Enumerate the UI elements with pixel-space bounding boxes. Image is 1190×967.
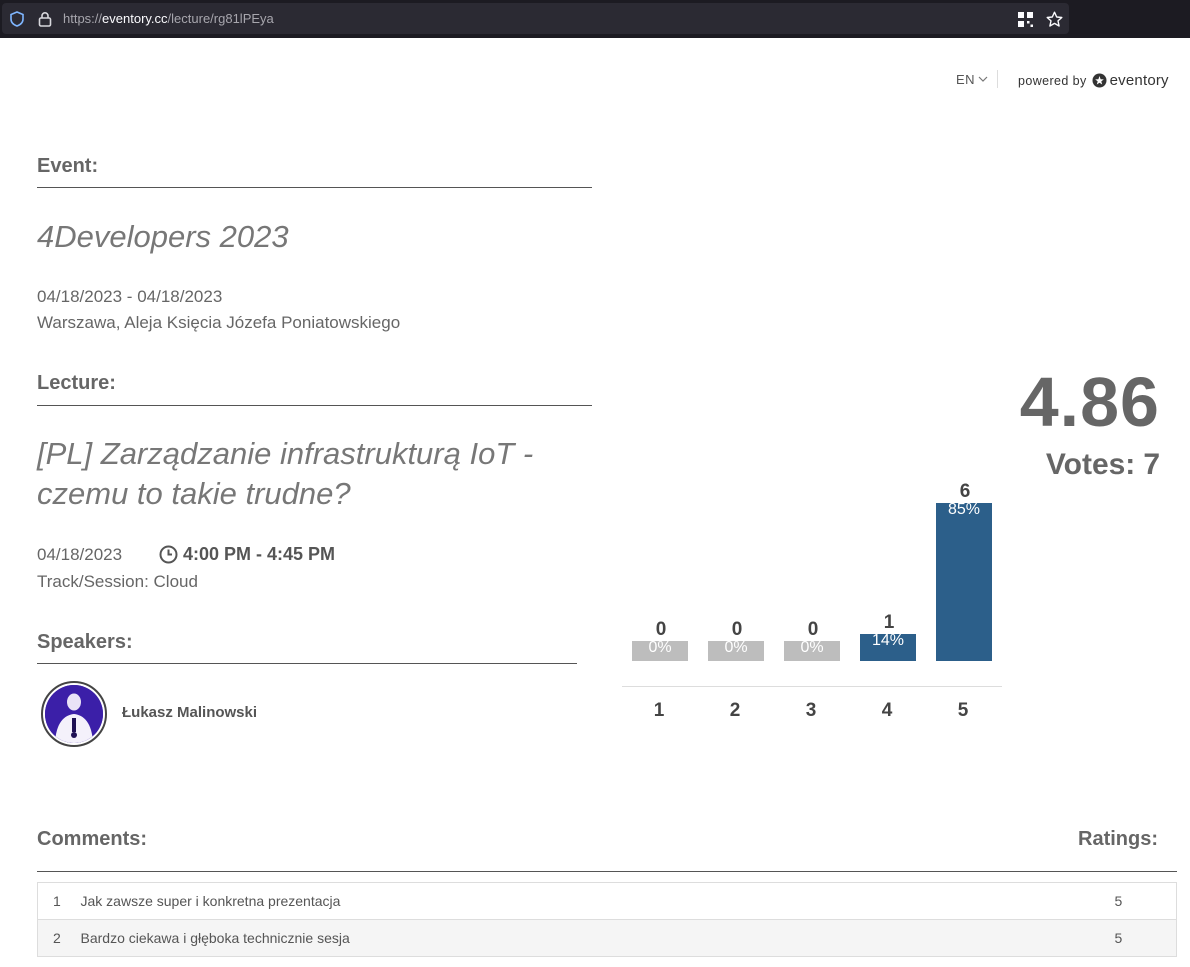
chart-bar — [708, 641, 764, 661]
table-row: 2 Bardzo ciekawa i głęboka technicznie s… — [37, 919, 1177, 957]
chart-bar-percent: 0% — [800, 639, 824, 656]
lock-icon[interactable] — [38, 11, 52, 27]
event-dates: 04/18/2023 - 04/18/2023 — [37, 287, 223, 306]
lecture-time: 4:00 PM - 4:45 PM — [159, 544, 335, 565]
chart-bar-percent: 0% — [648, 639, 672, 656]
comment-number: 1 — [37, 882, 81, 920]
lecture-date: 04/18/2023 — [37, 545, 123, 564]
event-heading: Event: — [37, 155, 99, 177]
eventory-logo-icon — [1092, 73, 1107, 88]
chevron-down-icon — [978, 76, 988, 82]
lecture-heading: Lecture: — [37, 372, 116, 394]
chart-bar-percent: 14% — [871, 632, 905, 649]
chart-bar-count: 6 — [959, 481, 971, 502]
chart-bar-count: 0 — [807, 619, 819, 640]
speaker-avatar[interactable] — [41, 681, 107, 747]
table-row: 1 Jak zawsze super i konkretna prezentac… — [37, 882, 1177, 920]
powered-by-text: powered by — [1018, 73, 1087, 88]
comment-text: Jak zawsze super i konkretna prezentacja — [80, 882, 1115, 920]
language-label: EN — [956, 72, 976, 87]
comment-text: Bardzo ciekawa i głęboka technicznie ses… — [80, 919, 1115, 957]
lecture-time-text: 4:00 PM - 4:45 PM — [183, 544, 336, 564]
eventory-brand: eventory — [1109, 72, 1169, 89]
votes-value: 7 — [1143, 448, 1160, 481]
bookmark-star-icon[interactable] — [1046, 11, 1063, 28]
event-name: 4Developers 2023 — [37, 219, 289, 254]
average-rating: 4.86 — [1019, 363, 1160, 441]
chart-axis-line — [622, 686, 1002, 687]
browser-toolbar: https://eventory.cc/lecture/rg81lPEya — [0, 0, 1190, 38]
chart-bar-count: 0 — [731, 619, 743, 640]
speaker-name[interactable]: Łukasz Malinowski — [122, 704, 258, 721]
lecture-title: [PL] Zarządzanie infrastrukturą IoT - cz… — [37, 436, 534, 511]
speakers-heading: Speakers: — [37, 631, 133, 653]
chart-category-label: 3 — [805, 700, 817, 721]
chart-category-label: 2 — [729, 700, 741, 721]
powered-by-eventory[interactable]: powered by eventory — [1018, 72, 1169, 89]
comment-rating: 5 — [1114, 882, 1177, 920]
divider — [997, 70, 998, 88]
chart-bar — [936, 503, 992, 661]
votes-count: Votes: 7 — [1046, 448, 1160, 482]
qr-code-icon[interactable] — [1018, 12, 1033, 27]
comments-table: 1 Jak zawsze super i konkretna prezentac… — [37, 882, 1177, 957]
event-location: Warszawa, Aleja Księcia Józefa Poniatows… — [37, 313, 401, 332]
chart-category-label: 5 — [957, 700, 969, 721]
divider — [37, 663, 577, 664]
chart-category-label: 4 — [881, 700, 893, 721]
comments-heading: Comments: — [37, 828, 148, 850]
ratings-heading: Ratings: — [1078, 828, 1158, 850]
lecture-track: Track/Session: Cloud — [37, 572, 198, 591]
chart-bar-percent: 85% — [947, 501, 981, 518]
address-bar[interactable]: https://eventory.cc/lecture/rg81lPEya — [2, 3, 1069, 34]
clock-icon — [159, 545, 178, 564]
divider — [37, 187, 592, 188]
chart-bar — [632, 641, 688, 661]
divider — [37, 871, 1177, 872]
shield-icon[interactable] — [10, 11, 24, 27]
chart-bar-count: 1 — [883, 612, 895, 633]
language-selector[interactable]: EN — [956, 72, 988, 87]
chart-bar-percent: 0% — [724, 639, 748, 656]
comment-number: 2 — [37, 919, 81, 957]
chart-bar-count: 0 — [655, 619, 667, 640]
comment-rating: 5 — [1114, 919, 1177, 957]
speaker-photo — [45, 685, 103, 743]
chart-category-label: 1 — [653, 700, 665, 721]
chart-bar — [860, 634, 916, 661]
chart-bar — [784, 641, 840, 661]
divider — [37, 405, 592, 406]
url-text[interactable]: https://eventory.cc/lecture/rg81lPEya — [63, 11, 274, 26]
votes-label: Votes: — [1045, 448, 1136, 481]
